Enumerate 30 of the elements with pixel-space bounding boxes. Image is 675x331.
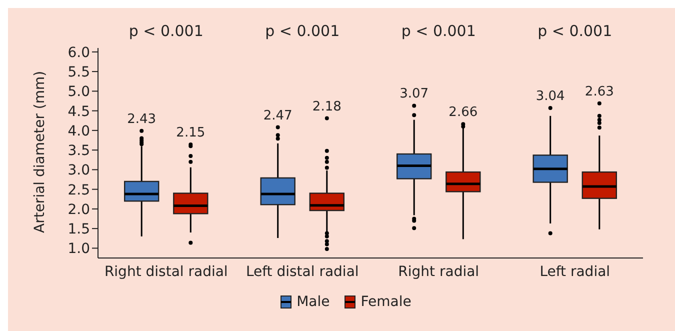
x-tick-label: Right radial [398, 264, 480, 280]
y-tick-label: 4.5 [68, 104, 90, 120]
x-tick-label: Left distal radial [246, 264, 359, 280]
y-tick-label: 2.0 [68, 202, 90, 218]
y-tick-label: 6.0 [68, 44, 90, 61]
text: 3.07 [400, 86, 429, 102]
text: 2.47 [263, 108, 292, 124]
y-tick-label: 3.5 [68, 143, 90, 160]
legend-label: Male [296, 294, 330, 310]
y-tick-label: 5.0 [68, 84, 90, 100]
y-tick-label: 5.5 [68, 64, 90, 81]
y-tick-label: 1.5 [68, 222, 90, 238]
text: 2.15 [176, 126, 206, 141]
text: 3.04 [536, 89, 565, 104]
text: p < 0.001 [400, 22, 477, 40]
x-tick-label: Left radial [540, 264, 610, 280]
text: 2.18 [312, 99, 342, 114]
text: 2.43 [127, 112, 156, 127]
text: 2.63 [584, 84, 614, 100]
text: p < 0.001 [536, 22, 614, 40]
y-tick-label: 2.5 [68, 182, 90, 198]
y-tick-label: 1.0 [68, 241, 90, 258]
y-axis-title: Arterial diameter (mm) [32, 70, 48, 233]
y-tick-label: 3.0 [68, 162, 90, 179]
x-tick-label: Right distal radial [104, 264, 228, 280]
legend-label: Female [360, 294, 412, 310]
y-tick-label: 4.0 [68, 123, 90, 140]
text: p < 0.001 [264, 22, 341, 40]
text: 2.66 [448, 105, 478, 120]
text: p < 0.001 [128, 22, 204, 40]
